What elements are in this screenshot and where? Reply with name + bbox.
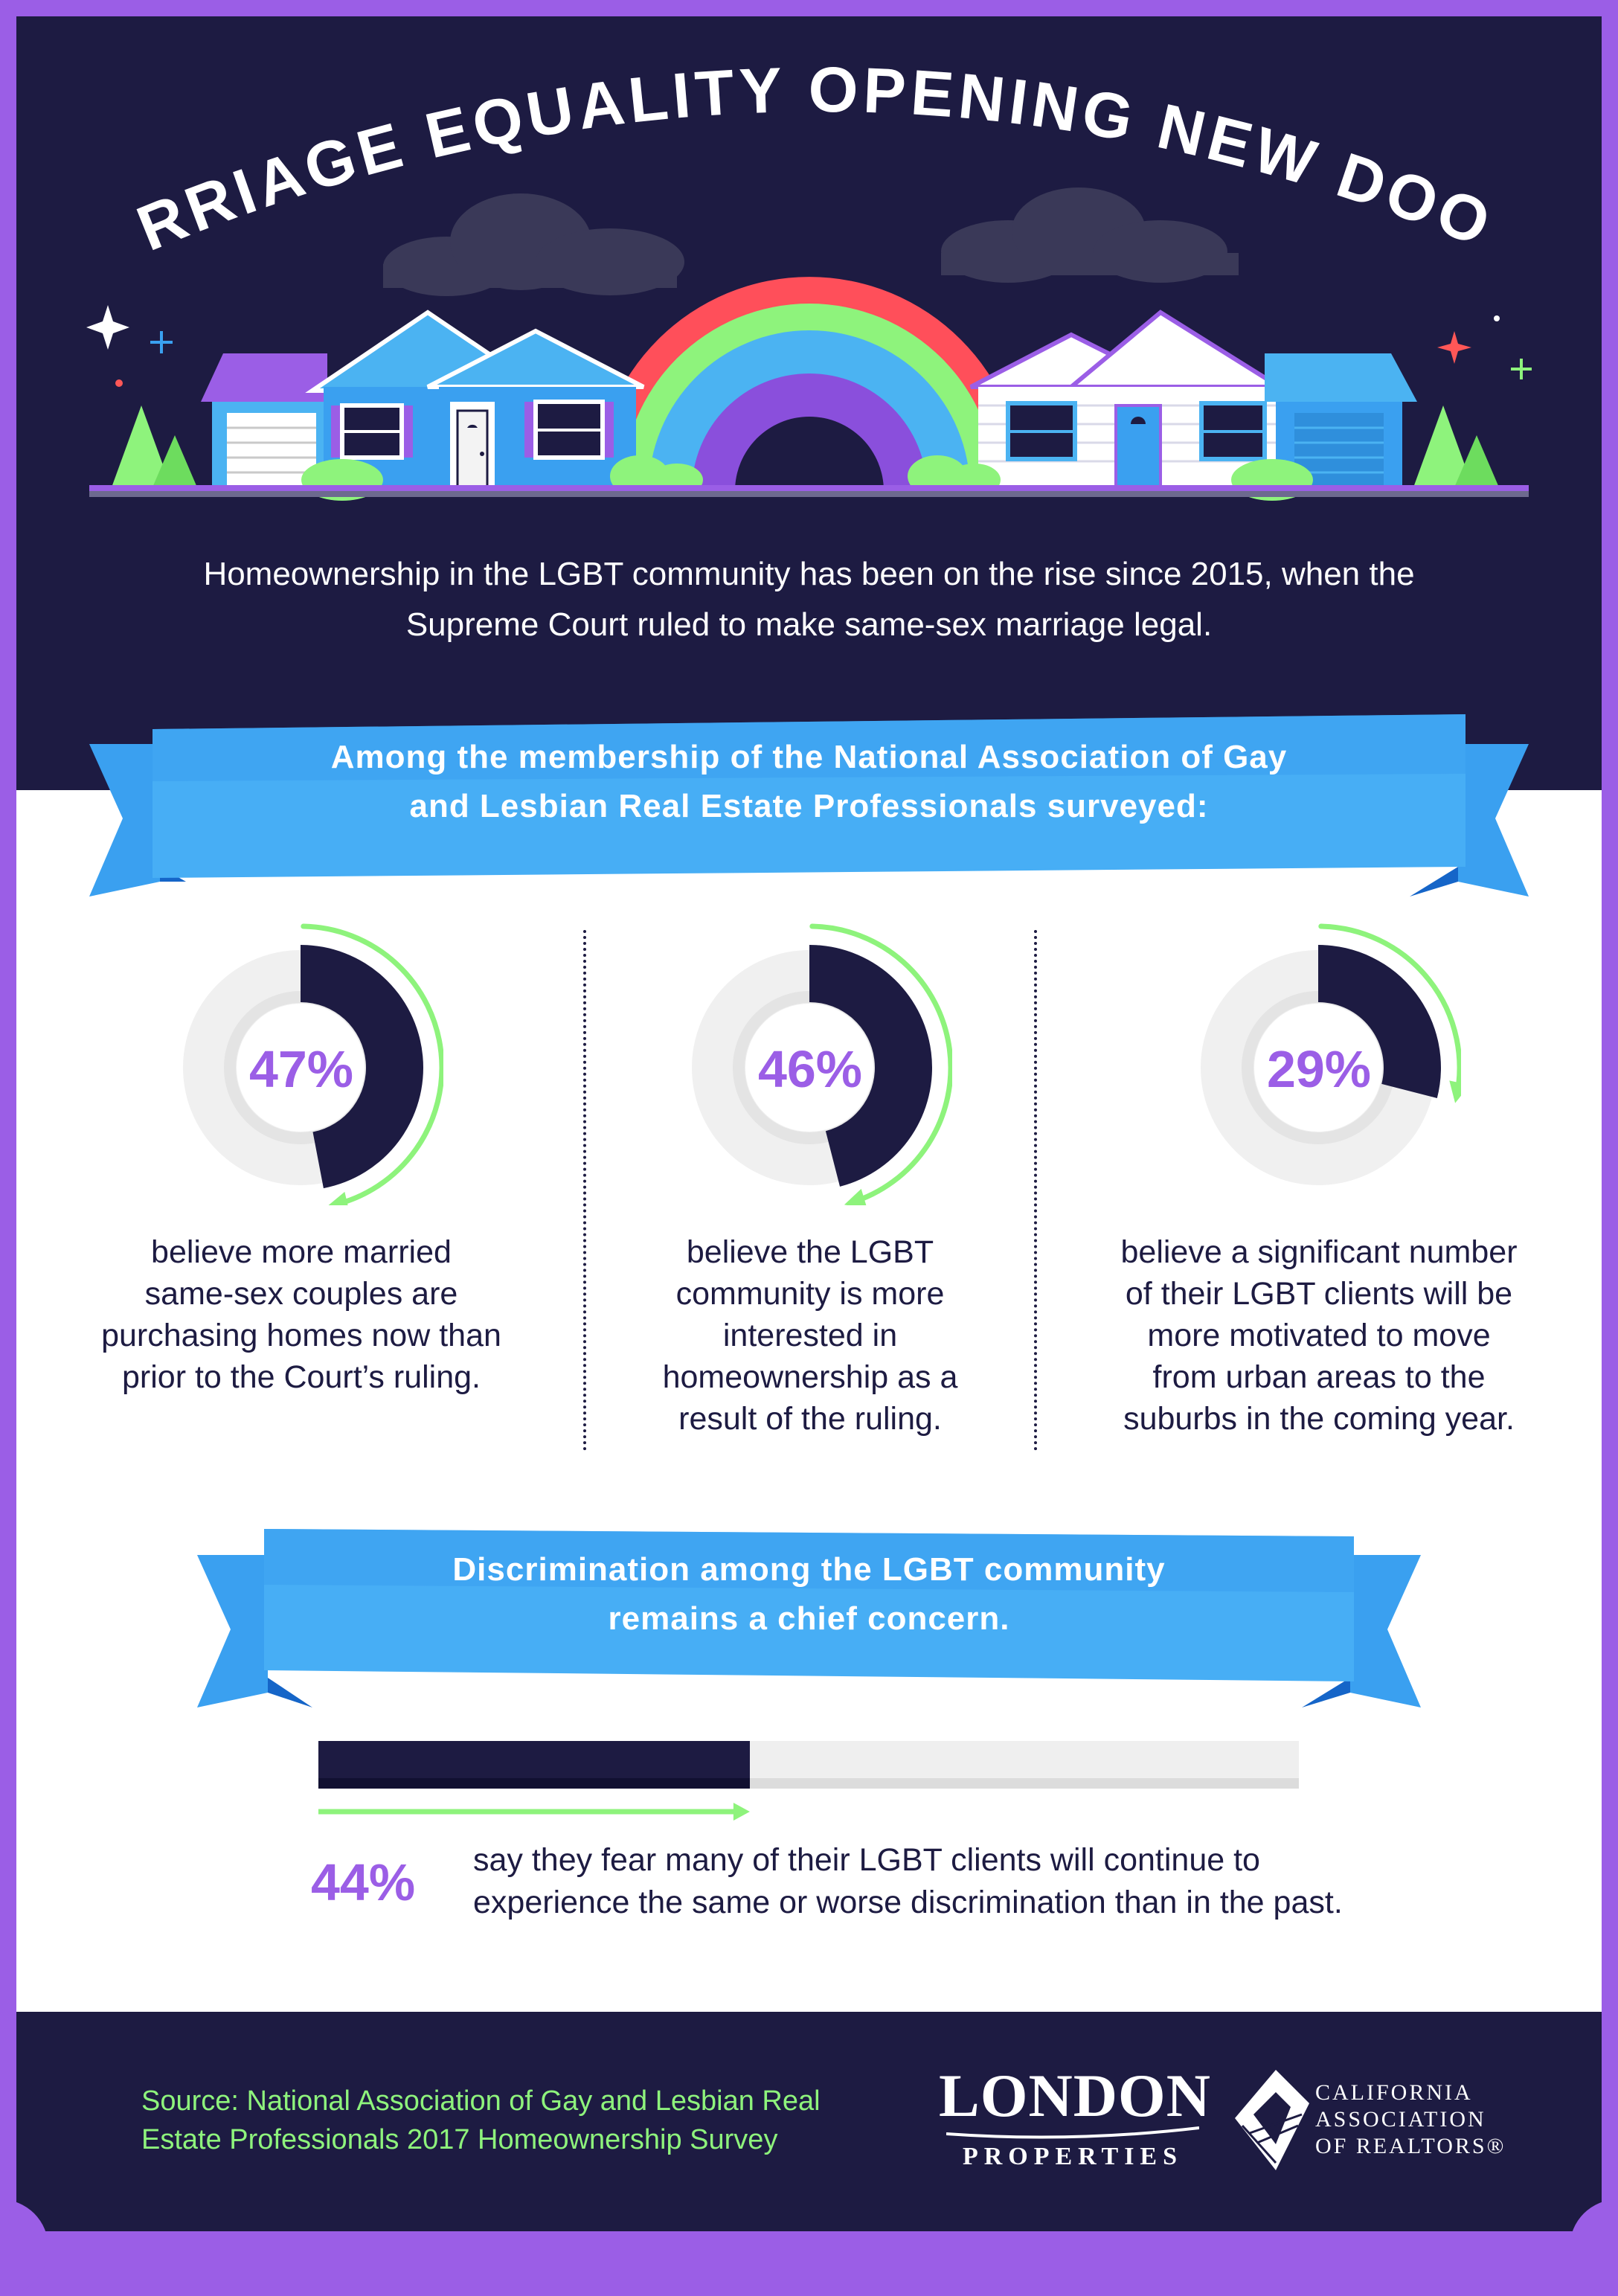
stat-description: believe more married same-sex couples ar… — [101, 1234, 501, 1395]
donut-chart-46 — [692, 923, 952, 1205]
banner-line: and Lesbian Real Estate Professionals su… — [409, 788, 1209, 824]
london-logo-title: LONDON — [939, 2062, 1211, 2129]
intro-line: Supreme Court ruled to make same-sex mar… — [405, 606, 1213, 643]
donut-value-arc — [301, 945, 423, 1189]
donut-arrowhead — [844, 1188, 867, 1205]
donut-arrow-arc — [1318, 923, 1461, 1100]
discrimination-percent: 44% — [311, 1853, 416, 1911]
donut-value-arc — [1318, 945, 1441, 1099]
donut-chart-47 — [183, 923, 443, 1205]
sparkle-icon — [86, 305, 1471, 364]
cloud-icon — [383, 187, 1239, 296]
arrow-right-icon — [318, 1803, 750, 1821]
donut-value-arc — [809, 945, 932, 1187]
tree-icon — [112, 405, 1499, 487]
london-logo-subtitle: PROPERTIES — [962, 2143, 1184, 2170]
discrimination-description: say they fear many of their LGBT clients… — [473, 1842, 1343, 1920]
rainbow — [595, 277, 1024, 491]
arrowhead — [733, 1803, 750, 1821]
realtors-logo-line: CALIFORNIA — [1315, 2080, 1473, 2105]
progress-bar — [318, 1741, 1299, 1789]
realtors-emblem-icon — [1235, 2070, 1309, 2170]
banner-survey-text: Among the membership of the National Ass… — [153, 733, 1465, 831]
donut-chart-29 — [1201, 923, 1461, 1185]
donut-arrowhead — [1449, 1080, 1461, 1103]
right-house — [969, 310, 1417, 489]
left-house — [201, 310, 645, 489]
footer-panel — [16, 2012, 1602, 2231]
houses-rainbow-illustration — [86, 187, 1532, 501]
stat-percent: 46% — [757, 1040, 863, 1098]
banner-discrimination-text: Discrimination among the LGBT community … — [264, 1545, 1354, 1644]
progress-bar-fill — [318, 1741, 750, 1789]
infographic: MARRIAGE EQUALITY OPENING NEW DOORS — [0, 0, 1602, 2231]
column-divider — [583, 930, 586, 1451]
plus-icon — [150, 331, 1532, 379]
realtors-logo-line: OF REALTORS® — [1315, 2134, 1506, 2158]
ribbon-banner — [89, 714, 1529, 897]
stat-percent: 29% — [1266, 1040, 1372, 1098]
london-properties-logo: LONDON PROPERTIES — [939, 2061, 1211, 2187]
stat-percent: 47% — [248, 1040, 354, 1098]
california-realtors-logo: CALIFORNIA ASSOCIATION OF REALTORS® — [1220, 2062, 1532, 2181]
intro-text: Homeownership in the LGBT community has … — [149, 549, 1469, 650]
banner-line: remains a chief concern. — [608, 1600, 1010, 1637]
stat-description: believe the LGBT community is more inter… — [662, 1234, 958, 1437]
column-divider — [1034, 930, 1037, 1451]
stat-description: believe a significant number of their LG… — [1120, 1234, 1518, 1437]
banner-line: Among the membership of the National Ass… — [330, 739, 1288, 775]
ribbon-banner — [197, 1529, 1421, 1707]
realtors-logo-line: ASSOCIATION — [1315, 2107, 1486, 2132]
page-title: MARRIAGE EQUALITY OPENING NEW DOORS — [0, 0, 1499, 265]
banner-line: Discrimination among the LGBT community — [452, 1551, 1166, 1588]
donut-arrow-arc — [809, 923, 952, 1205]
intro-line: Homeownership in the LGBT community has … — [203, 556, 1415, 592]
donut-arrow-arc — [301, 923, 443, 1205]
donut-arrowhead — [328, 1191, 348, 1205]
source-citation: Source: National Association of Gay and … — [141, 2085, 821, 2155]
